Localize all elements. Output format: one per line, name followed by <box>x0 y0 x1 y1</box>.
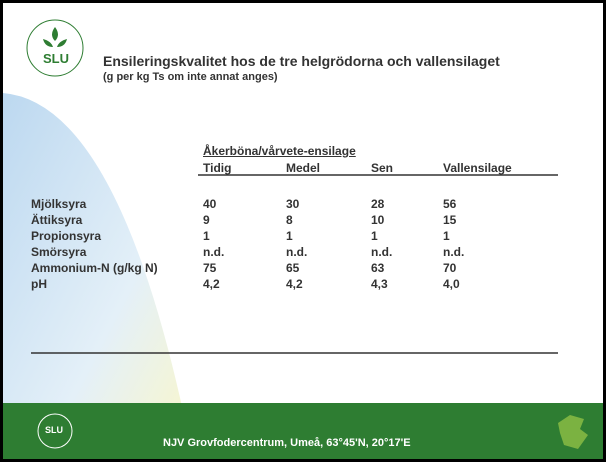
cell: 56 <box>443 197 457 211</box>
background <box>3 19 603 459</box>
cell: 28 <box>371 197 385 211</box>
cell: 65 <box>286 261 300 275</box>
cell: 1 <box>443 229 450 243</box>
cell: n.d. <box>286 245 308 259</box>
logo-ring <box>26 19 84 77</box>
column-header: Sen <box>371 161 394 175</box>
cell: 8 <box>286 213 293 227</box>
sweep <box>3 93 193 459</box>
logo-leaves <box>43 27 67 47</box>
cell: n.d. <box>443 245 465 259</box>
row-label: Mjölksyra <box>31 197 87 211</box>
column-header: Vallensilage <box>443 161 512 175</box>
row-label: Smörsyra <box>31 245 87 259</box>
column-header: Tidig <box>203 161 232 175</box>
cell: 4,0 <box>443 277 460 291</box>
footer-logo-ring <box>37 413 73 449</box>
logo-text: SLU <box>43 51 69 66</box>
row-label: Ammonium-N (g/kg N) <box>31 261 158 275</box>
subtitle: (g per kg Ts om inte annat anges) <box>103 71 278 83</box>
cell: 30 <box>286 197 300 211</box>
cell: 1 <box>286 229 293 243</box>
footer-logo: SLU <box>45 425 63 435</box>
row-label: Ättiksyra <box>31 213 83 227</box>
footer-text: NJV Grovfodercentrum, Umeå, 63°45'N, 20°… <box>163 437 411 449</box>
map-icon <box>558 415 588 449</box>
row-label: pH <box>31 277 47 291</box>
cell: 4,3 <box>371 277 388 291</box>
cell: 63 <box>371 261 385 275</box>
cell: 1 <box>371 229 378 243</box>
cell: 4,2 <box>203 277 220 291</box>
cell: 1 <box>203 229 210 243</box>
cell: 10 <box>371 213 385 227</box>
cell: n.d. <box>203 245 225 259</box>
cell: 70 <box>443 261 457 275</box>
column-header: Medel <box>286 161 321 175</box>
cell: 4,2 <box>286 277 303 291</box>
cell: 75 <box>203 261 217 275</box>
row-label: Propionsyra <box>31 229 102 243</box>
cell: n.d. <box>371 245 393 259</box>
group-header: Åkerböna/vårvete-ensilage <box>203 144 356 158</box>
cell: 15 <box>443 213 457 227</box>
cell: 9 <box>203 213 210 227</box>
cell: 40 <box>203 197 217 211</box>
title: Ensileringskvalitet hos de tre helgrödor… <box>103 53 500 69</box>
footer-band <box>3 403 603 459</box>
